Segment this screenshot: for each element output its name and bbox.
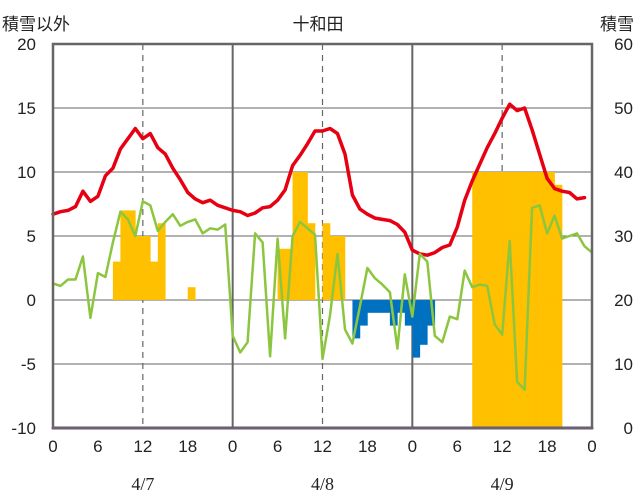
left-tick-label: 15: [17, 99, 36, 118]
left-tick-label: 0: [27, 291, 36, 310]
x-tick-label: 0: [48, 437, 57, 456]
bar: [472, 172, 481, 428]
x-tick-label: 0: [228, 437, 237, 456]
x-tick-label: 18: [358, 437, 377, 456]
right-tick-label: 30: [614, 227, 633, 246]
bar: [300, 172, 308, 300]
bar: [494, 172, 503, 428]
bar-series: [112, 172, 563, 428]
date-label: 4/7: [131, 474, 154, 494]
bar: [427, 300, 436, 326]
bar: [539, 172, 548, 428]
bar: [157, 223, 166, 300]
bar: [292, 172, 301, 300]
series-line: [51, 200, 594, 391]
bar: [359, 300, 368, 326]
x-tick-label: 12: [133, 437, 152, 456]
x-tick-label: 0: [587, 437, 596, 456]
x-tick-label: 18: [178, 437, 197, 456]
date-label: 4/9: [491, 474, 514, 494]
bar: [554, 184, 563, 428]
right-tick-label: 10: [614, 355, 633, 374]
plot-frame: [51, 42, 594, 430]
bar: [120, 210, 129, 300]
date-label: 4/8: [311, 474, 334, 494]
right-tick-label: 20: [614, 291, 633, 310]
x-tick-label: 6: [453, 437, 462, 456]
bar: [547, 172, 555, 428]
right-axis-label: 積雪: [600, 15, 634, 35]
bar: [532, 172, 540, 428]
series-line: [51, 102, 587, 257]
x-tick-label: 6: [93, 437, 102, 456]
x-tick-label: 12: [313, 437, 332, 456]
bar: [404, 300, 413, 326]
bar: [135, 236, 144, 300]
bar: [150, 261, 159, 300]
left-tick-label: -5: [21, 355, 36, 374]
left-tick-label: 10: [17, 163, 36, 182]
bar: [337, 236, 346, 300]
bar: [412, 300, 421, 358]
bar: [382, 300, 391, 313]
plot-border: [51, 42, 594, 430]
bar: [307, 223, 316, 300]
bar: [367, 300, 376, 313]
left-tick-label: 5: [27, 227, 36, 246]
x-tick-label: 18: [538, 437, 557, 456]
x-tick-label: 0: [408, 437, 417, 456]
bar: [322, 223, 331, 300]
x-tick-label: 6: [273, 437, 282, 456]
bar: [142, 236, 151, 300]
right-tick-label: 50: [614, 99, 633, 118]
bar: [374, 300, 383, 313]
bar: [187, 287, 196, 300]
bar: [112, 261, 121, 300]
left-tick-label: 20: [17, 35, 36, 54]
right-tick-label: 60: [614, 35, 633, 54]
right-tick-label: 40: [614, 163, 633, 182]
chart-title: 十和田: [293, 15, 344, 35]
left-axis-label: 積雪以外: [2, 15, 70, 35]
bar: [329, 236, 338, 300]
bar: [479, 172, 488, 428]
bar: [127, 210, 136, 300]
bar: [517, 172, 525, 428]
left-tick-label: -10: [11, 419, 36, 438]
right-tick-label: 0: [624, 419, 633, 438]
x-tick-label: 12: [493, 437, 512, 456]
bar: [419, 300, 428, 345]
